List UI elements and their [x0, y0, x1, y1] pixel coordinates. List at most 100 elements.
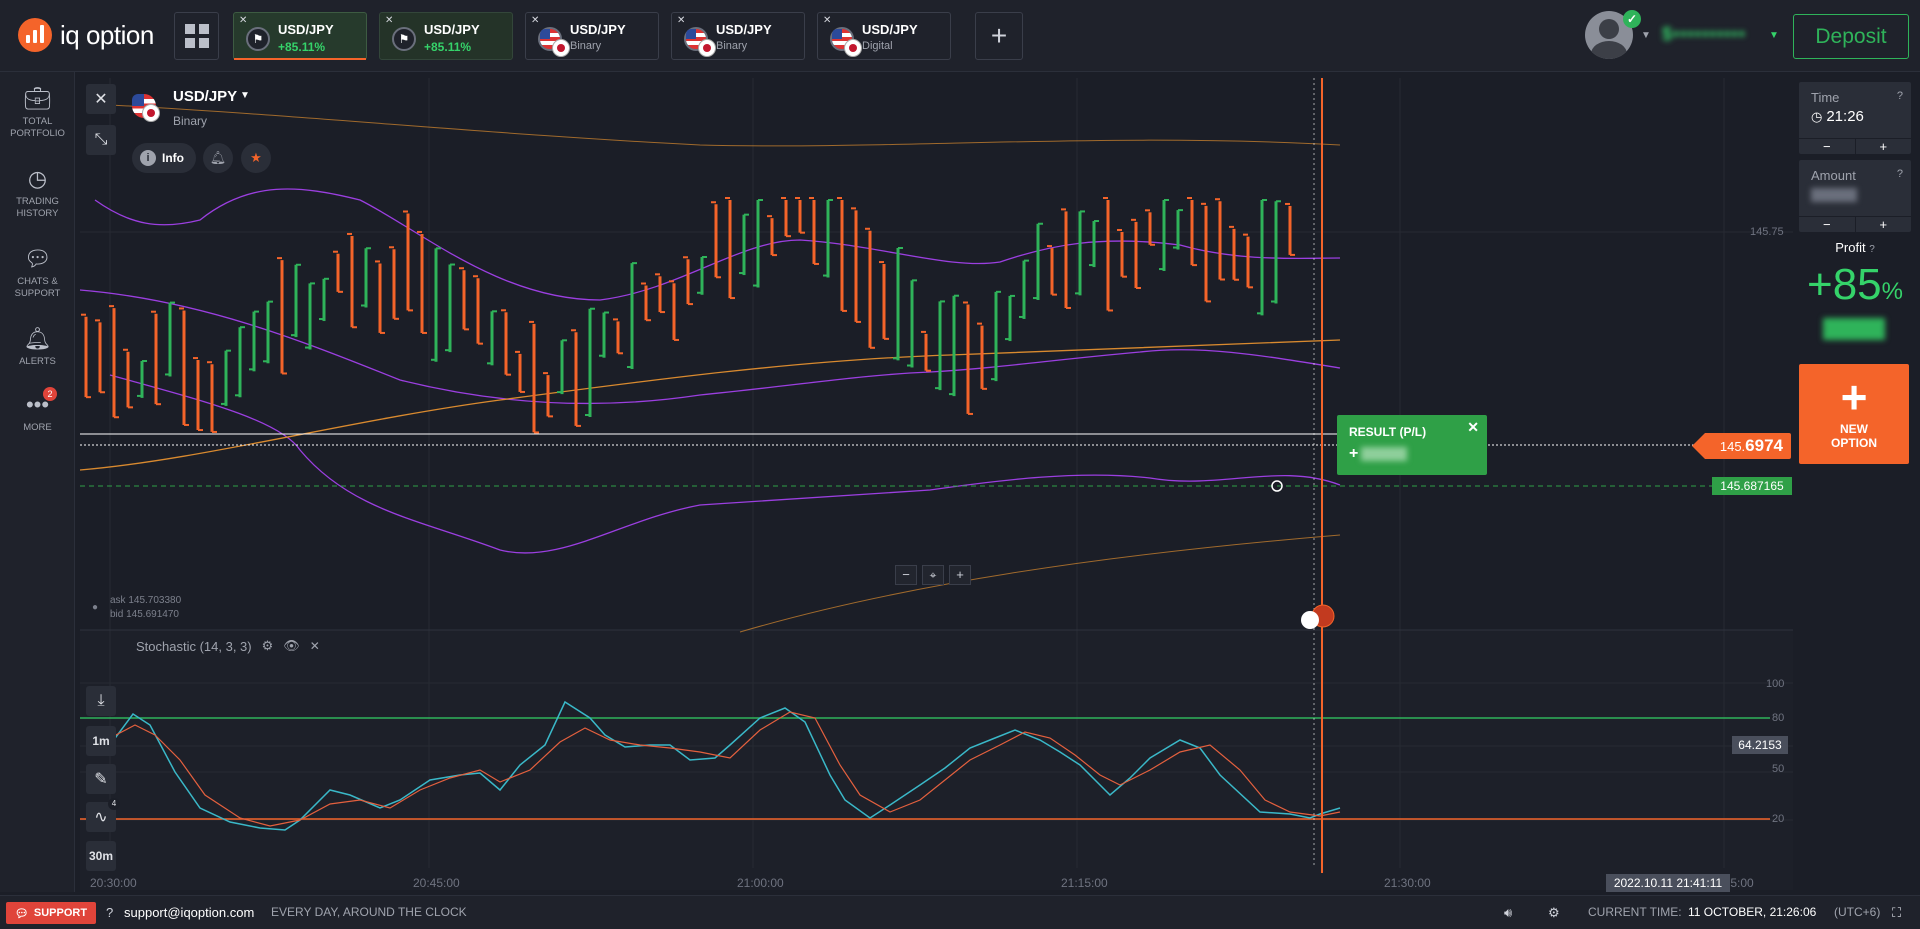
balance-value[interactable]: $••••••••••	[1662, 24, 1747, 44]
profit-value: +85%	[1807, 260, 1903, 309]
deposit-button[interactable]: Deposit	[1793, 14, 1909, 59]
left-sidebar: 💼︎ TOTAL PORTFOLIO ◷ TRADING HISTORY 💬︎ …	[0, 72, 75, 892]
logo-icon	[18, 18, 52, 52]
star-icon: ★	[250, 150, 262, 165]
close-icon[interactable]: ✕	[823, 15, 832, 26]
info-button[interactable]: i Info	[132, 143, 196, 173]
help-icon: ?	[106, 905, 114, 920]
asset-tab-1[interactable]: ✕ ⚑ USD/JPY +85.11%	[233, 12, 367, 60]
amount-field[interactable]: Amount ? − +	[1799, 160, 1911, 232]
all-assets-grid-button[interactable]	[174, 12, 219, 60]
result-popup[interactable]: RESULT (P/L) ✕ +	[1337, 415, 1487, 475]
asset-tab-4[interactable]: ✕ USD/JPY Binary	[671, 12, 805, 60]
help-icon: ●	[92, 602, 99, 613]
jp-flag-icon	[552, 39, 570, 57]
gear-icon[interactable]: ⚙	[1548, 905, 1560, 920]
time-increase-button[interactable]: +	[1879, 139, 1888, 154]
brand-logo[interactable]: iq option	[18, 18, 154, 52]
result-title: RESULT (P/L)	[1349, 425, 1427, 439]
close-chart-button[interactable]: ✕	[86, 84, 116, 114]
collapse-icon[interactable]: ⤡	[86, 125, 116, 155]
chevron-down-icon[interactable]: ▼	[240, 90, 250, 101]
current-time-label: CURRENT TIME:	[1588, 905, 1682, 919]
indicator-name: Stochastic (14, 3, 3)	[136, 638, 252, 654]
chevron-down-icon[interactable]: ▼	[1641, 30, 1651, 41]
price-main: 6974	[1745, 436, 1783, 455]
info-icon: i	[140, 150, 156, 166]
close-icon[interactable]: ✕	[1467, 419, 1479, 435]
chevron-down-icon[interactable]: ▼	[1769, 30, 1779, 41]
jp-flag-icon	[698, 39, 716, 57]
close-icon[interactable]: ✕	[531, 15, 540, 26]
top-bar: iq option ✕ ⚑ USD/JPY +85.11% ✕ ⚑ USD/JP…	[0, 0, 1920, 72]
close-icon[interactable]: ✕	[239, 15, 248, 26]
more-icon: •••	[25, 392, 50, 417]
profit-label: Profit ?	[1835, 240, 1875, 255]
help-icon[interactable]: ?	[1896, 90, 1903, 102]
amount-increase-button[interactable]: +	[1879, 217, 1888, 232]
timezone: (UTC+6)	[1834, 905, 1881, 919]
info-label: Info	[162, 151, 184, 165]
gear-icon[interactable]: ⚙	[261, 638, 274, 653]
center-crosshair-icon[interactable]: ⌖	[922, 565, 944, 585]
close-icon[interactable]: ✕	[677, 15, 686, 26]
chart-type-icon[interactable]: ⤓	[86, 686, 116, 716]
amount-decrease-button[interactable]: −	[1799, 217, 1856, 232]
tab-title: USD/JPY	[424, 22, 480, 37]
support-button[interactable]: 💬︎ SUPPORT	[6, 902, 96, 924]
add-tab-button[interactable]: +	[975, 12, 1023, 60]
trade-entry-marker	[1271, 480, 1283, 492]
asset-tab-5[interactable]: ✕ USD/JPY Digital	[817, 12, 951, 60]
zoom-in-button[interactable]: +	[949, 565, 971, 585]
jp-flag-icon	[844, 39, 862, 57]
close-icon[interactable]: ✕	[385, 15, 394, 26]
moving-average	[79, 339, 1341, 471]
sidebar-item-alerts[interactable]: 🔔︎ ALERTS	[0, 324, 75, 368]
tab-sub: +85.11%	[424, 40, 472, 54]
tab-title: USD/JPY	[278, 22, 334, 37]
sidebar-item-more[interactable]: ••• 2 MORE	[0, 387, 75, 434]
jp-flag-icon	[142, 104, 160, 122]
speaker-icon[interactable]: 🔊︎	[1504, 905, 1513, 920]
strike-price-label: 145.687165	[1712, 477, 1792, 495]
asset-tab-3[interactable]: ✕ USD/JPY Binary	[525, 12, 659, 60]
amount-value-hidden	[1811, 188, 1857, 202]
favorite-button[interactable]: ★	[241, 143, 271, 173]
help-icon[interactable]: ?	[1896, 168, 1903, 180]
indicators-button[interactable]: ∿ 4	[86, 798, 120, 832]
time-tick: 20:30:00	[90, 876, 137, 890]
fullscreen-icon[interactable]: ⛶	[1892, 905, 1902, 920]
timeframe-button[interactable]: 1m	[86, 726, 116, 756]
result-amount-hidden	[1361, 447, 1407, 461]
time-field[interactable]: Time ? ◷ 21:26 − +	[1799, 82, 1911, 154]
tab-sub: +85.11%	[278, 40, 326, 54]
bid-value: bid 145.691470	[110, 609, 179, 620]
plus-icon: +	[1840, 371, 1868, 423]
pencil-icon[interactable]: ✎	[86, 764, 116, 794]
close-icon[interactable]: ✕	[309, 639, 320, 653]
stoch-level-100: 100	[1766, 678, 1785, 690]
support-hours: EVERY DAY, AROUND THE CLOCK	[271, 905, 467, 919]
zoom-out-button[interactable]: −	[895, 565, 917, 585]
new-option-button[interactable]: + NEW OPTION	[1799, 364, 1909, 464]
help-icon[interactable]: ?	[1869, 244, 1875, 255]
chat-icon: 💬︎	[14, 907, 29, 920]
alert-bell-button[interactable]: 🔔︎	[203, 143, 233, 173]
verified-check-icon: ✓	[1623, 10, 1641, 28]
asset-tab-2[interactable]: ✕ ⚑ USD/JPY +85.11%	[379, 12, 513, 60]
ask-value: ask 145.703380	[110, 595, 182, 606]
support-email[interactable]: support@iqoption.com	[124, 905, 255, 920]
sidebar-item-history[interactable]: ◷ TRADING HISTORY	[0, 164, 75, 220]
period-button[interactable]: 30m	[86, 841, 116, 871]
sidebar-item-portfolio[interactable]: 💼︎ TOTAL PORTFOLIO	[0, 84, 75, 140]
bell-icon: 🔔︎	[23, 326, 52, 351]
stoch-d-line	[109, 711, 1341, 827]
eye-icon[interactable]: 👁︎	[283, 638, 300, 653]
time-decrease-button[interactable]: −	[1799, 139, 1856, 154]
stoch-level-20: 20	[1772, 813, 1785, 825]
sidebar-item-chats[interactable]: 💬︎ CHATS & SUPPORT	[0, 244, 75, 300]
time-tick: 21:30:00	[1384, 876, 1431, 890]
checkered-flag-icon: ⚑	[392, 27, 416, 51]
briefcase-icon: 💼︎	[23, 86, 52, 111]
